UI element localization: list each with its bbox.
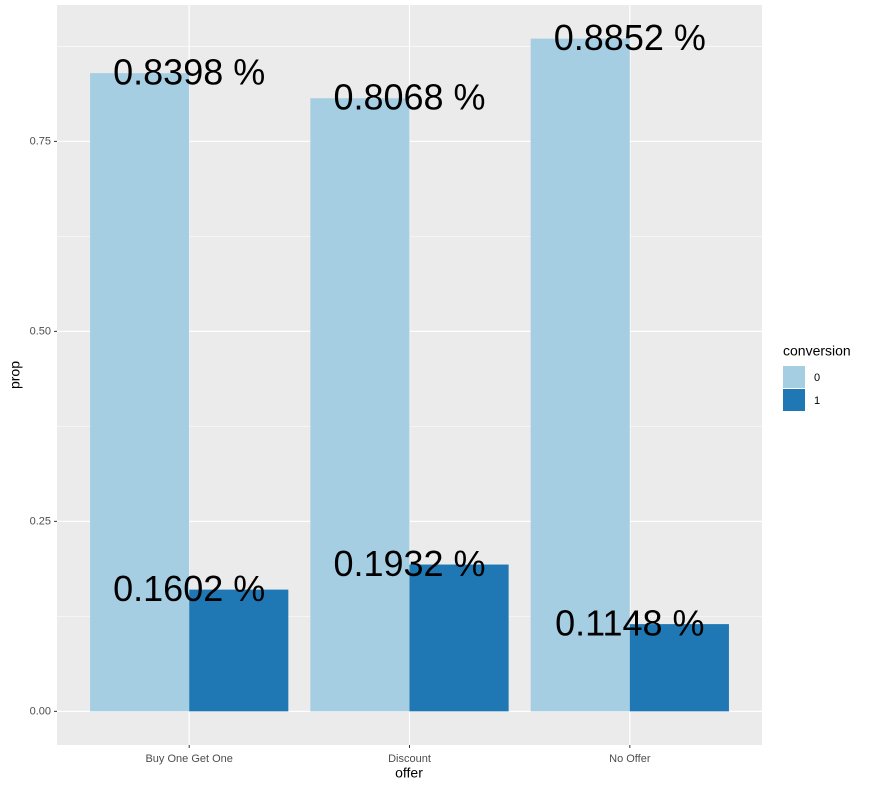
legend-label: 1 [814, 395, 820, 407]
bar [530, 38, 630, 712]
x-tick-label: No Offer [609, 753, 651, 765]
data-label: 0.8398 % [113, 52, 265, 93]
y-axis-title: prop [7, 361, 23, 389]
bar [310, 98, 410, 712]
x-axis-title: offer [395, 765, 423, 781]
x-tick-label: Discount [388, 753, 431, 765]
data-label: 0.8852 % [554, 17, 706, 58]
data-label: 0.1148 % [555, 603, 704, 644]
data-label: 0.1932 % [333, 543, 485, 584]
y-tick-label: 0.75 [30, 135, 51, 147]
bar [409, 564, 509, 712]
legend-key [783, 389, 805, 411]
data-label: 0.8068 % [333, 77, 485, 118]
legend-title: conversion [783, 343, 851, 359]
legend-key [783, 366, 805, 388]
data-label: 0.1602 % [113, 568, 265, 609]
legend-label: 0 [814, 372, 820, 384]
y-tick-label: 0.00 [30, 705, 51, 717]
bar [629, 624, 729, 712]
y-tick-label: 0.25 [30, 515, 51, 527]
y-tick-label: 0.50 [30, 325, 51, 337]
bar [90, 73, 190, 712]
bar [189, 589, 289, 712]
x-tick-label: Buy One Get One [145, 753, 232, 765]
